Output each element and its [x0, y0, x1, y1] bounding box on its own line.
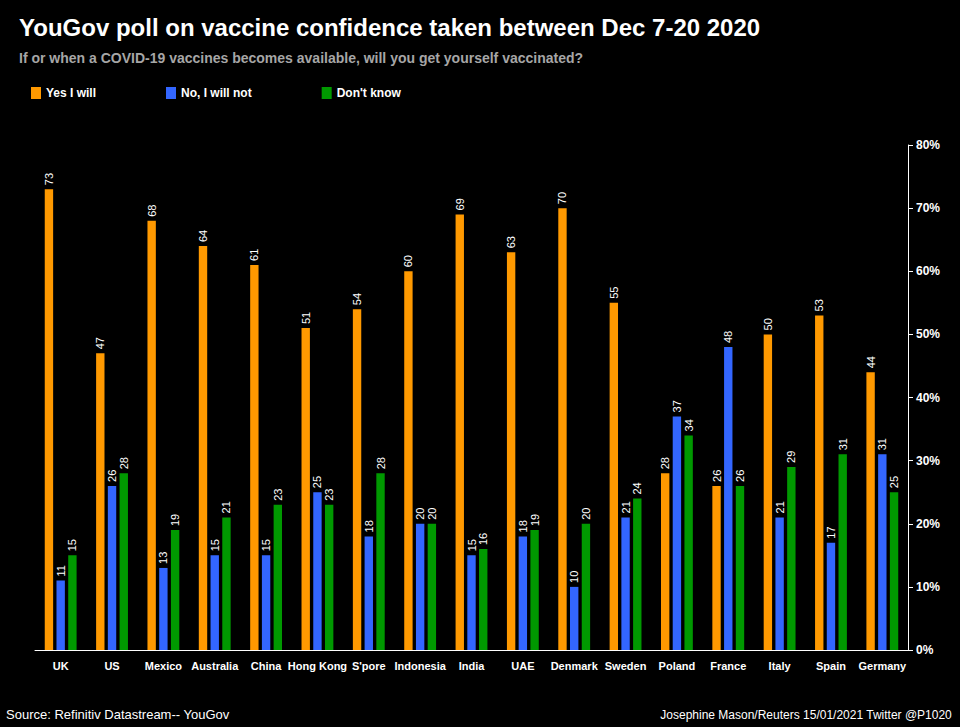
svg-text:70%: 70% [916, 201, 940, 215]
svg-text:31: 31 [876, 438, 888, 450]
svg-text:24: 24 [631, 482, 643, 494]
svg-text:21: 21 [220, 501, 232, 513]
svg-text:70: 70 [556, 192, 568, 204]
svg-text:Yes I will: Yes I will [46, 86, 96, 100]
svg-text:18: 18 [363, 520, 375, 532]
svg-text:63: 63 [505, 236, 517, 248]
svg-text:Italy: Italy [769, 660, 792, 672]
svg-text:23: 23 [323, 489, 335, 501]
svg-text:Denmark: Denmark [551, 660, 599, 672]
svg-text:No, I will not: No, I will not [181, 86, 252, 100]
svg-text:Hong Kong: Hong Kong [288, 660, 347, 672]
svg-text:55: 55 [608, 287, 620, 299]
svg-text:50: 50 [762, 318, 774, 330]
svg-text:Mexico: Mexico [145, 660, 183, 672]
svg-text:26: 26 [734, 470, 746, 482]
svg-text:25: 25 [888, 476, 900, 488]
svg-text:10%: 10% [916, 580, 940, 594]
svg-text:64: 64 [197, 230, 209, 242]
svg-text:Poland: Poland [659, 660, 696, 672]
svg-text:54: 54 [351, 293, 363, 305]
svg-text:15: 15 [466, 539, 478, 551]
svg-text:S'pore: S'pore [352, 660, 386, 672]
svg-text:Don't know: Don't know [337, 86, 402, 100]
svg-text:20: 20 [414, 508, 426, 520]
svg-text:20: 20 [426, 508, 438, 520]
svg-text:Australia: Australia [191, 660, 239, 672]
svg-text:10: 10 [568, 571, 580, 583]
svg-text:17: 17 [825, 526, 837, 538]
svg-text:28: 28 [118, 457, 130, 469]
svg-text:11: 11 [55, 565, 67, 576]
svg-text:Indonesia: Indonesia [394, 660, 446, 672]
svg-text:19: 19 [169, 514, 181, 526]
svg-text:60: 60 [402, 255, 414, 267]
svg-text:15: 15 [66, 539, 78, 551]
svg-text:India: India [459, 660, 486, 672]
svg-text:21: 21 [620, 501, 632, 513]
svg-text:13: 13 [157, 552, 169, 564]
svg-text:44: 44 [865, 356, 877, 368]
svg-text:40%: 40% [916, 391, 940, 405]
svg-text:France: France [710, 660, 746, 672]
svg-text:15: 15 [209, 539, 221, 551]
svg-text:51: 51 [300, 312, 312, 324]
svg-text:28: 28 [659, 457, 671, 469]
svg-text:37: 37 [671, 400, 683, 412]
svg-text:26: 26 [711, 470, 723, 482]
svg-text:20%: 20% [916, 517, 940, 531]
svg-text:Spain: Spain [816, 660, 846, 672]
svg-text:16: 16 [477, 533, 489, 545]
svg-text:Source: Refinitiv Datastream--: Source: Refinitiv Datastream-- YouGov [6, 707, 230, 722]
svg-text:UAE: UAE [511, 660, 534, 672]
svg-text:30%: 30% [916, 454, 940, 468]
svg-text:25: 25 [311, 476, 323, 488]
svg-text:YouGov poll on vaccine confide: YouGov poll on vaccine confidence taken … [19, 14, 760, 41]
svg-text:Josephine Mason/Reuters 15/01/: Josephine Mason/Reuters 15/01/2021 Twitt… [660, 708, 952, 722]
svg-text:68: 68 [146, 205, 158, 217]
svg-text:21: 21 [774, 501, 786, 513]
svg-text:0%: 0% [916, 643, 934, 657]
svg-text:US: US [104, 660, 119, 672]
svg-text:China: China [251, 660, 282, 672]
svg-text:69: 69 [454, 198, 466, 210]
svg-text:34: 34 [683, 419, 695, 431]
svg-text:47: 47 [94, 337, 106, 349]
svg-text:Germany: Germany [858, 660, 907, 672]
svg-text:48: 48 [722, 331, 734, 343]
svg-text:UK: UK [53, 660, 69, 672]
svg-text:73: 73 [43, 173, 55, 185]
svg-text:15: 15 [260, 539, 272, 551]
svg-text:20: 20 [580, 508, 592, 520]
svg-text:18: 18 [517, 520, 529, 532]
svg-text:If or when a COVID-19 vaccines: If or when a COVID-19 vaccines becomes a… [19, 50, 583, 66]
svg-text:61: 61 [248, 249, 260, 261]
svg-text:31: 31 [837, 438, 849, 450]
svg-text:50%: 50% [916, 327, 940, 341]
svg-text:19: 19 [529, 514, 541, 526]
svg-text:Sweden: Sweden [605, 660, 647, 672]
svg-text:29: 29 [785, 451, 797, 463]
svg-text:26: 26 [106, 470, 118, 482]
svg-text:60%: 60% [916, 264, 940, 278]
svg-text:53: 53 [813, 299, 825, 311]
svg-text:23: 23 [272, 489, 284, 501]
svg-text:28: 28 [375, 457, 387, 469]
svg-text:80%: 80% [916, 138, 940, 152]
